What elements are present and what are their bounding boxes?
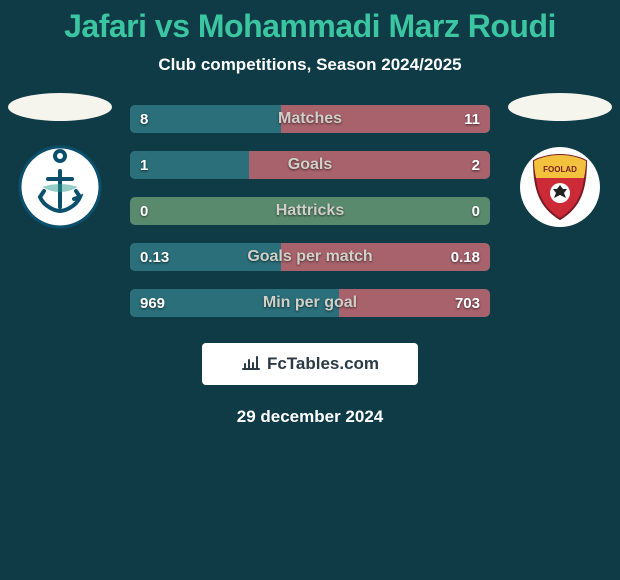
- left-team-column: [0, 93, 120, 229]
- page-title: Jafari vs Mohammadi Marz Roudi: [0, 0, 620, 45]
- stat-label: Goals: [130, 151, 490, 179]
- stat-row: 969703Min per goal: [130, 289, 490, 317]
- right-team-column: FOOLAD: [500, 93, 620, 229]
- date-line: 29 december 2024: [0, 407, 620, 427]
- svg-text:FOOLAD: FOOLAD: [543, 165, 577, 174]
- right-team-crest: FOOLAD: [518, 145, 602, 229]
- stat-label: Hattricks: [130, 197, 490, 225]
- stat-row: 12Goals: [130, 151, 490, 179]
- chart-icon: [241, 353, 261, 376]
- stat-label: Min per goal: [130, 289, 490, 317]
- left-team-crest: [18, 145, 102, 229]
- stat-label: Matches: [130, 105, 490, 133]
- stat-bars: 811Matches 12Goals 00Hattricks 0.130.18Goal…: [130, 105, 490, 317]
- anchor-crest-icon: [18, 145, 102, 229]
- stat-row: 00Hattricks: [130, 197, 490, 225]
- stat-row: 811Matches: [130, 105, 490, 133]
- right-ellipse: [508, 93, 612, 121]
- shield-crest-icon: FOOLAD: [518, 145, 602, 229]
- stat-label: Goals per match: [130, 243, 490, 271]
- subtitle: Club competitions, Season 2024/2025: [0, 55, 620, 75]
- comparison-card: Jafari vs Mohammadi Marz Roudi Club comp…: [0, 0, 620, 580]
- brand-text: FcTables.com: [267, 354, 379, 374]
- left-ellipse: [8, 93, 112, 121]
- stat-row: 0.130.18Goals per match: [130, 243, 490, 271]
- brand-badge[interactable]: FcTables.com: [202, 343, 418, 385]
- content-area: FOOLAD 811Matches 12Goals 00Hattricks 0.130…: [0, 105, 620, 427]
